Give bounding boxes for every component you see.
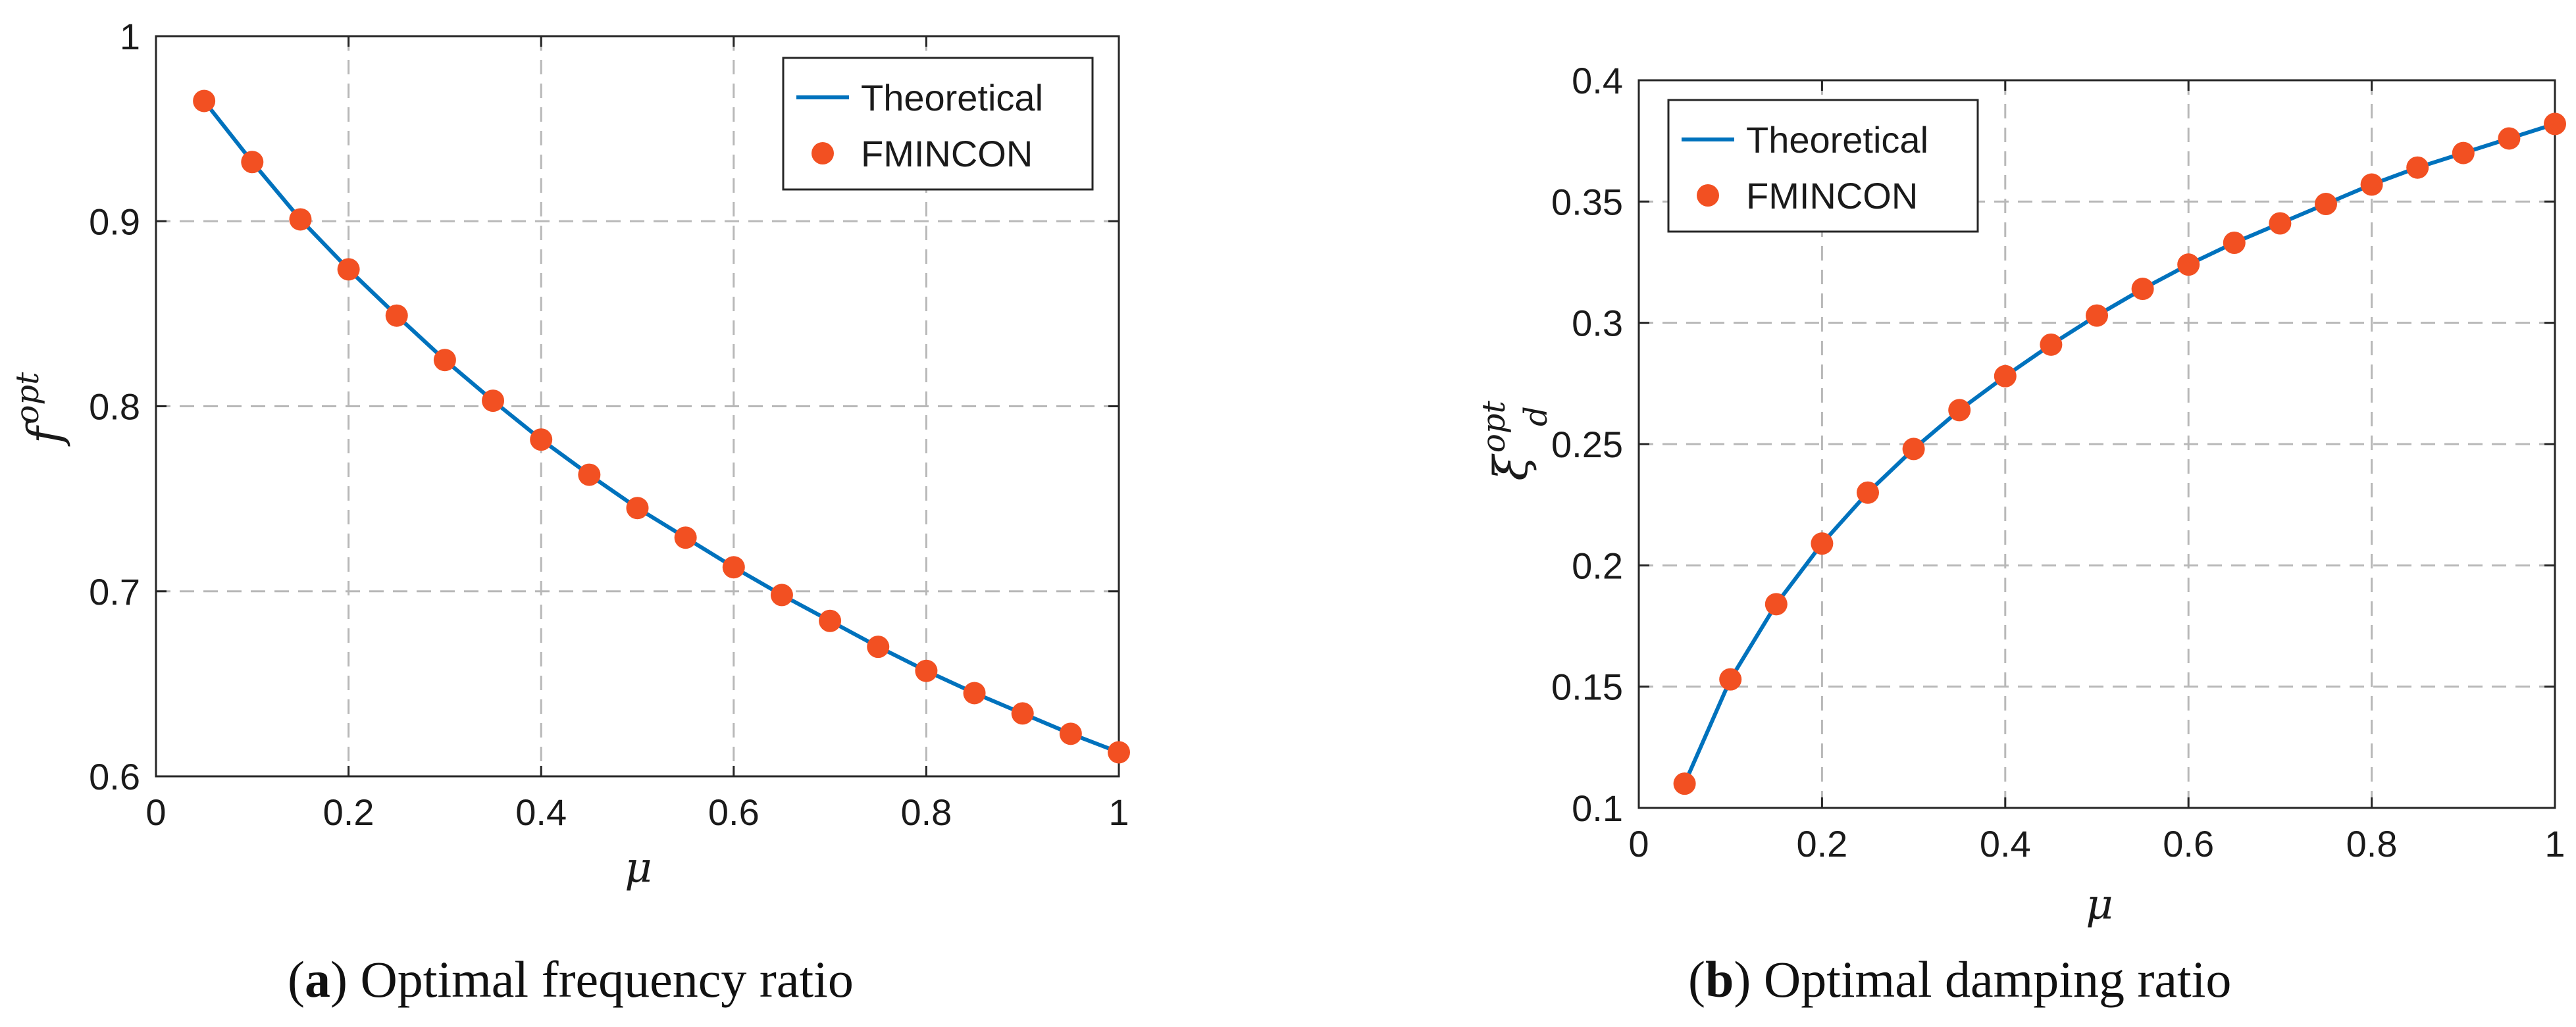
chart-a-ytick-label-0: 0.6	[89, 756, 140, 797]
chart-b-xtick-label-0: 0	[1628, 823, 1649, 864]
chart-b-fmincon-point-18	[2498, 127, 2521, 150]
chart-b-fmincon-point-11	[2177, 253, 2200, 276]
chart-b-xtick-label-4: 0.8	[2346, 823, 2398, 864]
chart-a-fmincon-point-6	[482, 389, 505, 413]
chart-b-fmincon-point-1	[1719, 668, 1742, 691]
chart-b-fmincon-point-7	[1994, 364, 2017, 388]
chart-a-ytick-label-2: 0.8	[89, 386, 140, 428]
chart-a-xtick-label-4: 0.8	[900, 791, 952, 833]
chart-b-xtick-label-2: 0.4	[1980, 823, 2031, 864]
chart-a-fmincon-point-1	[241, 151, 264, 174]
chart-b-fmincon-point-10	[2131, 278, 2154, 301]
chart-a-fmincon-point-14	[867, 636, 890, 659]
chart-b-ytick-label-4: 0.3	[1572, 303, 1623, 344]
chart-a-fmincon-point-10	[674, 526, 697, 549]
chart-a-fmincon-point-16	[963, 682, 986, 705]
chart-a-fmincon-point-15	[915, 659, 938, 682]
chart-b-fmincon-point-6	[1948, 399, 1971, 422]
chart-b-xtick-label-3: 0.6	[2163, 823, 2214, 864]
chart-b-xtick-label-1: 0.2	[1796, 823, 1847, 864]
chart-b-ytick-label-2: 0.2	[1572, 545, 1623, 586]
chart-b-ylabel-text: ξopt	[1476, 401, 1538, 481]
chart-a-fmincon-point-0	[193, 89, 216, 113]
chart-b-ytick-label-1: 0.15	[1551, 666, 1623, 708]
chart-b-axes-frame	[1637, 79, 2556, 809]
chart-b-fmincon-point-3	[1811, 532, 1834, 555]
chart-a-ylabel-text: fopt	[9, 372, 72, 447]
chart-a-xlabel: μ	[625, 843, 652, 892]
caption-b-text: Optimal damping ratio	[1763, 951, 2232, 1008]
caption-a-letter: a	[304, 951, 330, 1008]
chart-b-ytick-label-3: 0.25	[1551, 424, 1623, 465]
chart-a-legend-box	[782, 57, 1094, 191]
chart-b-fmincon-point-5	[1902, 438, 1925, 461]
chart-b-fmincon-point-12	[2223, 232, 2246, 255]
chart-b-fmincon-point-0	[1673, 772, 1696, 795]
chart-a-fmincon-point-7	[530, 428, 553, 451]
caption-a: (a) Optimal frequency ratio	[288, 951, 854, 1008]
chart-a-legend-marker-swatch	[811, 142, 834, 164]
caption-a-text: Optimal frequency ratio	[360, 951, 854, 1008]
chart-b: 0 0.2 0.4 0.6 0.8 1 0.1 0.15 0.2 0.25 0.3 0.35 0.4 Th…	[1476, 60, 2566, 929]
chart-b-fmincon-point-16	[2406, 156, 2429, 179]
chart-a-axes-frame	[155, 35, 1120, 778]
chart-a-legend-theoretical: Theoretical	[861, 77, 1043, 118]
chart-a-xtick-label-1: 0.2	[323, 791, 374, 833]
chart-b-xtick-label-5: 1	[2544, 823, 2565, 864]
chart-a-xtick-label-3: 0.6	[708, 791, 760, 833]
chart-a: 0 0.2 0.4 0.6 0.8 1 0.6 0.7 0.8 0.9 1 Theoretical FM…	[9, 16, 1130, 892]
chart-b-ytick-label-6: 0.4	[1572, 60, 1623, 101]
chart-b-fmincon-point-15	[2360, 173, 2383, 196]
caption-b: (b) Optimal damping ratio	[1688, 951, 2232, 1008]
chart-a-fmincon-point-8	[578, 463, 601, 486]
chart-b-legend-fmincon: FMINCON	[1746, 175, 1918, 216]
chart-a-fmincon-point-12	[770, 584, 793, 607]
chart-a-fmincon-point-2	[289, 208, 312, 231]
chart-b-ylabel-sup: opt	[1476, 401, 1512, 453]
chart-b-legend-theoretical: Theoretical	[1746, 119, 1928, 161]
chart-a-ytick-label-1: 0.7	[89, 571, 140, 613]
chart-a-ylabel: fopt	[9, 372, 72, 447]
chart-a-fmincon-point-9	[626, 497, 649, 520]
chart-a-fmincon-point-13	[819, 609, 842, 632]
chart-a-ylabel-sup: opt	[9, 372, 46, 424]
chart-a-fmincon-point-19	[1108, 741, 1130, 764]
chart-a-fmincon-point-4	[385, 304, 408, 327]
chart-b-legend-box	[1667, 99, 1979, 233]
chart-b-fmincon-point-8	[2040, 333, 2063, 356]
chart-a-legend-fmincon: FMINCON	[861, 133, 1033, 174]
chart-b-fmincon-point-19	[2544, 113, 2566, 136]
chart-b-ylabel-sub: d	[1518, 406, 1555, 426]
chart-b-fmincon-point-17	[2452, 141, 2475, 164]
chart-b-ylabel-base: ξ	[1484, 453, 1538, 481]
chart-b-xlabel: μ	[2086, 880, 2113, 929]
chart-b-ylabel: ξopt d	[1476, 401, 1555, 481]
chart-a-fmincon-point-11	[722, 556, 745, 579]
chart-b-fmincon-point-4	[1857, 481, 1879, 504]
chart-b-ytick-label-5: 0.35	[1551, 181, 1623, 222]
chart-a-xtick-label-5: 1	[1108, 791, 1129, 833]
chart-a-ytick-label-4: 1	[120, 16, 140, 57]
chart-a-fmincon-point-3	[337, 258, 360, 281]
chart-a-fmincon-point-5	[433, 349, 456, 372]
chart-a-xtick-label-2: 0.4	[515, 791, 567, 833]
chart-a-ytick-label-3: 0.9	[89, 201, 140, 242]
chart-a-fmincon-point-17	[1011, 702, 1034, 725]
chart-b-fmincon-point-9	[2086, 304, 2108, 327]
caption-b-letter: b	[1705, 951, 1734, 1008]
chart-a-xtick-label-0: 0	[145, 791, 166, 833]
chart-b-ytick-label-0: 0.1	[1572, 788, 1623, 829]
chart-b-legend-marker-swatch	[1697, 184, 1719, 207]
chart-a-fmincon-point-18	[1059, 722, 1082, 745]
chart-b-fmincon-point-2	[1765, 593, 1788, 616]
chart-b-fmincon-point-13	[2269, 212, 2292, 235]
chart-b-fmincon-point-14	[2315, 193, 2337, 216]
